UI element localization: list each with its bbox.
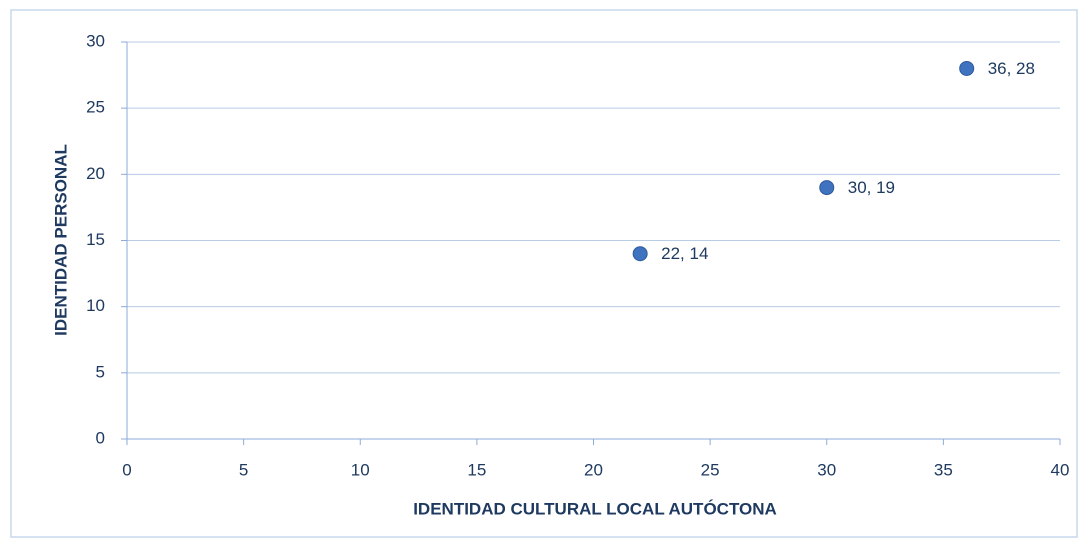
point bbox=[959, 60, 975, 76]
y-tick-label: 10 bbox=[86, 296, 105, 315]
chart-border bbox=[10, 9, 1078, 538]
data-label: 36, 28 bbox=[988, 59, 1035, 78]
point bbox=[632, 246, 648, 262]
x-tick-label: 5 bbox=[239, 460, 248, 479]
x-tick-label: 25 bbox=[701, 460, 720, 479]
y-tick-label: 25 bbox=[86, 98, 105, 117]
y-tick-label: 30 bbox=[86, 31, 105, 50]
x-tick-label: 15 bbox=[467, 460, 486, 479]
x-tick-label: 30 bbox=[817, 460, 836, 479]
x-tick-label: 0 bbox=[122, 460, 131, 479]
x-tick-label: 20 bbox=[584, 460, 603, 479]
data-label: 30, 19 bbox=[848, 178, 895, 197]
y-tick-label: 0 bbox=[96, 428, 105, 447]
data-label: 22, 14 bbox=[661, 244, 708, 263]
y-tick-label: 5 bbox=[96, 362, 105, 381]
y-tick-label: 20 bbox=[86, 164, 105, 183]
x-axis-title: IDENTIDAD CULTURAL LOCAL AUTÓCTONA bbox=[413, 499, 777, 518]
x-tick-label: 10 bbox=[351, 460, 370, 479]
y-axis-title: IDENTIDAD PERSONAL bbox=[51, 144, 70, 336]
x-tick-label: 40 bbox=[1051, 460, 1070, 479]
point bbox=[819, 180, 835, 196]
x-tick-label: 35 bbox=[934, 460, 953, 479]
y-tick-label: 15 bbox=[86, 230, 105, 249]
